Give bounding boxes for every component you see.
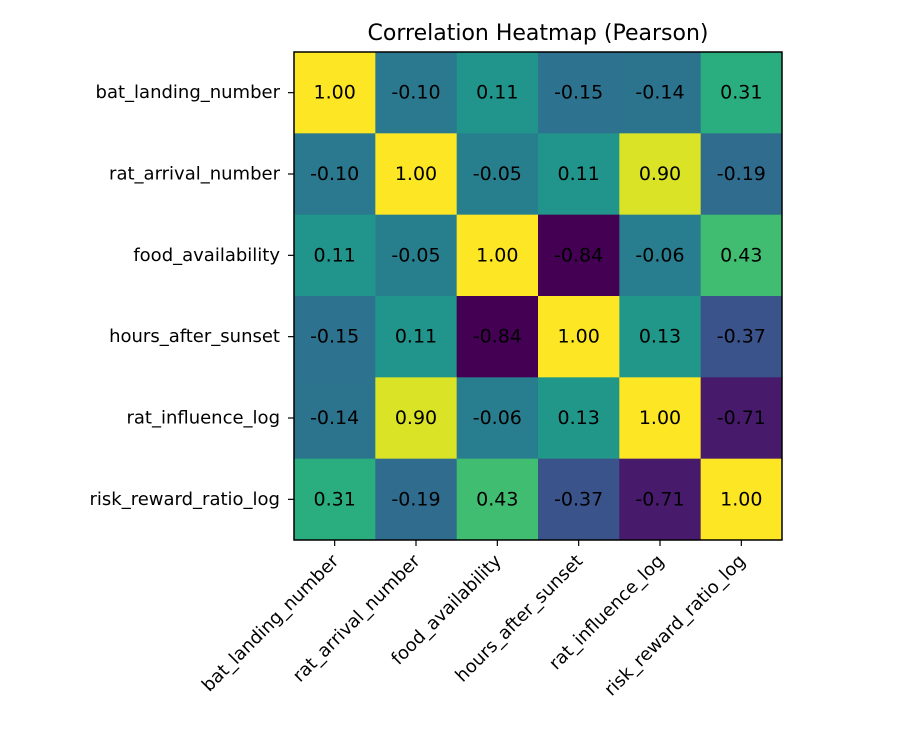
heatmap-cell [456, 296, 539, 378]
heatmap-cell [700, 458, 783, 541]
heatmap-cells [294, 52, 783, 541]
heatmap-cell [456, 52, 539, 134]
cell-value-label: -0.14 [310, 407, 359, 429]
x-tick-label: bat_landing_number [198, 550, 344, 696]
y-tick-label: rat_influence_log [126, 408, 280, 429]
cell-value-label: -0.15 [554, 82, 603, 104]
heatmap-cell [294, 458, 376, 541]
cell-value-label: -0.15 [310, 326, 359, 348]
cell-value-label: -0.71 [717, 407, 766, 429]
cell-value-label: 1.00 [395, 163, 437, 185]
heatmap-cell [375, 214, 458, 297]
cell-value-label: 0.90 [395, 407, 437, 429]
cell-value-label: 1.00 [314, 82, 356, 104]
heatmap-cell [700, 214, 783, 297]
y-tick-label: risk_reward_ratio_log [90, 489, 281, 510]
cell-value-label: -0.84 [473, 326, 522, 348]
x-axis-ticks: bat_landing_numberrat_arrival_numberfood… [198, 540, 750, 700]
cell-value-label: -0.10 [391, 82, 440, 104]
cell-value-label: 0.11 [476, 82, 518, 104]
heatmap-cell [294, 133, 376, 216]
y-tick-label: food_availability [133, 245, 280, 266]
cell-value-label: 1.00 [558, 326, 600, 348]
y-axis-ticks: bat_landing_number rat_arrival_numberfood… [90, 82, 294, 510]
heatmap-cell [375, 52, 458, 134]
cell-value-label: 0.11 [395, 326, 437, 348]
heatmap-cell [619, 377, 702, 460]
plot-frame [293, 51, 783, 541]
heatmap-cell [456, 133, 539, 216]
cell-value-label: -0.14 [635, 82, 684, 104]
heatmap-cell [375, 377, 458, 460]
heatmap-cell [619, 133, 702, 216]
cell-value-label: 0.11 [314, 244, 356, 266]
cell-value-label: -0.05 [473, 163, 522, 185]
heatmap-cell [375, 133, 458, 216]
heatmap-cell [619, 296, 702, 378]
heatmap-cell [538, 458, 620, 541]
chart-title: Correlation Heatmap (Pearson) [368, 21, 709, 46]
cell-value-label: 1.00 [639, 407, 681, 429]
heatmap-cell [375, 296, 458, 378]
cell-value-label: -0.19 [391, 488, 440, 510]
cell-value-label: -0.19 [717, 163, 766, 185]
cell-value-label: 0.90 [639, 163, 681, 185]
x-tick-label: risk_reward_ratio_log [600, 551, 750, 701]
heatmap-cell [375, 458, 458, 541]
heatmap-cell [294, 377, 376, 460]
heatmap-cell [538, 133, 620, 216]
heatmap-cell [619, 458, 702, 541]
heatmap-cell [538, 296, 620, 378]
cell-value-label: 0.43 [720, 244, 762, 266]
cell-value-label: 1.00 [720, 488, 762, 510]
cell-value-label: 1.00 [476, 244, 518, 266]
cell-value-label: 0.11 [558, 163, 600, 185]
cell-value-label: 0.31 [720, 82, 762, 104]
cell-value-label: 0.13 [558, 407, 600, 429]
cell-value-label: -0.05 [391, 244, 440, 266]
cell-value-label: -0.37 [717, 326, 766, 348]
heatmap-cell [538, 377, 620, 460]
heatmap-cell [538, 214, 620, 297]
heatmap-cell [700, 296, 783, 378]
cell-value-label: -0.71 [635, 488, 684, 510]
cell-value-label: -0.10 [310, 163, 359, 185]
heatmap-cell [294, 52, 376, 134]
cell-value-label: 0.43 [476, 488, 518, 510]
cell-value-label: 0.13 [639, 326, 681, 348]
heatmap-cell [700, 133, 783, 216]
heatmap-cell [700, 377, 783, 460]
cell-value-label: -0.06 [635, 244, 684, 266]
heatmap-cell [456, 214, 539, 297]
heatmap-cell [456, 377, 539, 460]
heatmap-cell-labels: 1.00 -0.10 0.11 -0.15 -0.14 0.31 -0.10 1.00 -0.0… [310, 82, 766, 511]
cell-value-label: -0.06 [473, 407, 522, 429]
heatmap-cell [294, 214, 376, 297]
heatmap-cell [456, 458, 539, 541]
y-tick-label: bat_landing_number [96, 82, 281, 103]
cell-value-label: 0.31 [314, 488, 356, 510]
heatmap-cell [294, 296, 376, 378]
heatmap-cell [619, 52, 702, 134]
cell-value-label: -0.37 [554, 488, 603, 510]
y-tick-label: hours_after_sunset [109, 326, 280, 347]
heatmap-cell [700, 52, 783, 134]
heatmap-cell [619, 214, 702, 297]
cell-value-label: -0.84 [554, 244, 603, 266]
heatmap-cell [538, 52, 620, 134]
y-tick-label: rat_arrival_number [109, 164, 281, 185]
